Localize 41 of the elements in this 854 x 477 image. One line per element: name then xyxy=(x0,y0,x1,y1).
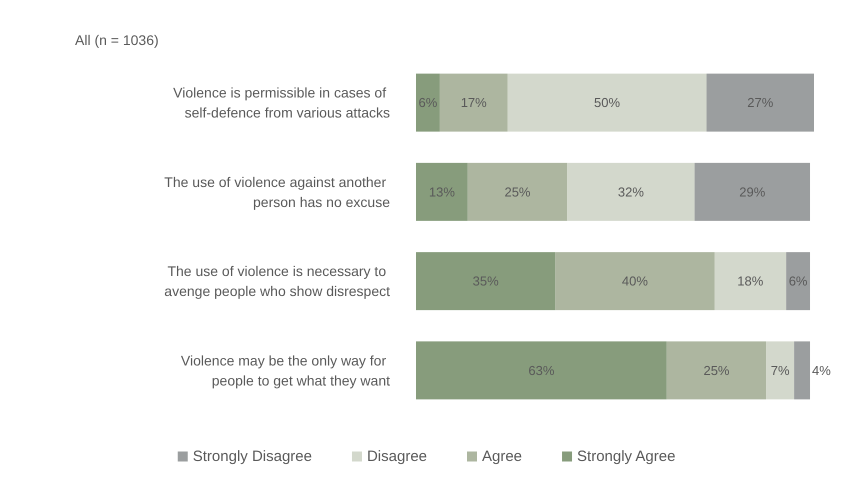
bar xyxy=(766,341,794,400)
data-label: 50% xyxy=(594,95,620,110)
data-label: 17% xyxy=(460,95,488,110)
legend-label: Strongly Disagree xyxy=(192,448,312,465)
data-label: 6% xyxy=(418,95,438,110)
data-label: 29% xyxy=(739,184,766,200)
bar xyxy=(416,252,556,310)
data-label: 25% xyxy=(504,184,531,200)
bar xyxy=(666,341,766,400)
bar xyxy=(794,341,810,400)
legend-label: Strongly Agree xyxy=(577,448,676,465)
legend-label: Disagree xyxy=(366,448,428,465)
y-tick-label: Violence is permissible in cases of self-defence from various attacks xyxy=(173,84,390,121)
data-label: 32% xyxy=(618,184,644,200)
bar xyxy=(694,162,810,221)
bar xyxy=(416,341,667,400)
data-label: 6% xyxy=(788,274,808,289)
bar xyxy=(714,252,786,310)
y-tick-label: The use of violence is necessary to avenge people who show disrespect xyxy=(164,263,390,300)
bar xyxy=(555,252,714,310)
data-label: 13% xyxy=(428,184,456,200)
bar xyxy=(567,162,695,221)
data-label: 35% xyxy=(472,274,500,289)
text: All (n = 1036) xyxy=(75,32,159,48)
bar xyxy=(706,74,814,132)
bar xyxy=(786,252,810,310)
data-label: 63% xyxy=(528,362,555,378)
bar xyxy=(416,162,468,221)
data-label: 25% xyxy=(703,362,730,378)
data-label: 18% xyxy=(737,274,764,289)
data-label: 4% xyxy=(812,362,832,378)
bar xyxy=(416,74,440,132)
data-label: 27% xyxy=(747,95,774,110)
data-label: 40% xyxy=(622,274,648,289)
data-label: 7% xyxy=(770,362,790,378)
bar xyxy=(508,74,707,132)
y-tick-label: The use of violence against another person has no excuse xyxy=(164,174,390,210)
bar xyxy=(440,74,508,132)
y-tick-label: Violence may be the only way for people to get what they want xyxy=(180,352,390,388)
legend-label: Agree xyxy=(482,448,522,465)
bar xyxy=(468,162,568,221)
